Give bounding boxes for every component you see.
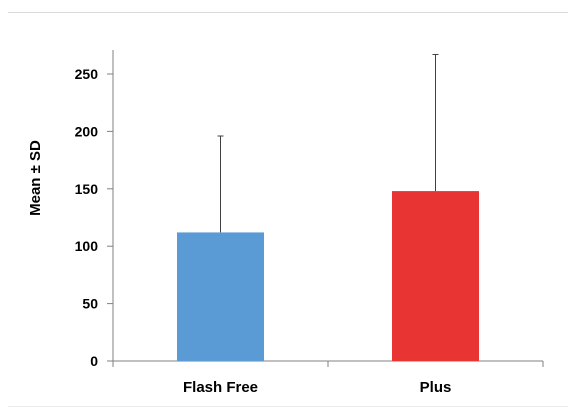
bars — [177, 191, 479, 361]
y-tick-label: 100 — [75, 238, 99, 254]
frame-top-border — [8, 12, 568, 13]
bar — [392, 191, 479, 361]
y-tick-label: 250 — [75, 66, 99, 82]
y-tick-label: 50 — [82, 296, 98, 312]
bar — [177, 232, 264, 361]
y-tick-labels: 0 50 100 150 200 250 — [75, 66, 99, 369]
x-category-label: Flash Free — [183, 379, 258, 396]
y-axis-title: Mean ± SD — [27, 140, 44, 216]
y-tick-label: 0 — [90, 353, 98, 369]
x-category-labels: Flash Free Plus — [183, 379, 451, 396]
y-tick-label: 200 — [75, 123, 99, 139]
frame-bottom-border — [8, 406, 568, 407]
x-category-label: Plus — [420, 379, 452, 396]
y-tick-label: 150 — [75, 181, 99, 197]
error-bars — [217, 53, 439, 233]
